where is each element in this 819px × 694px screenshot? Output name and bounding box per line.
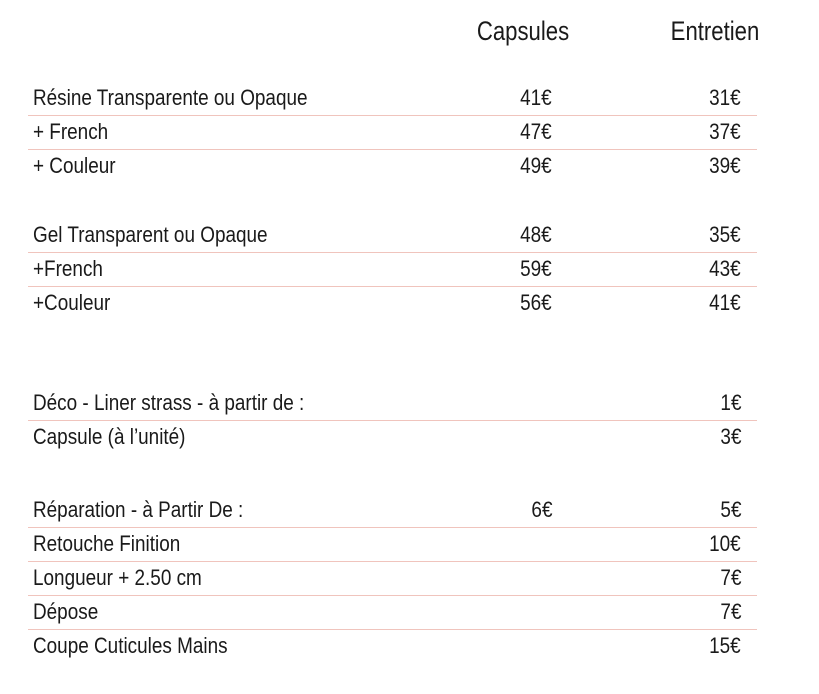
entretien-price: 7€: [719, 599, 741, 624]
row-separator: [28, 252, 757, 253]
row-label: Gel Transparent ou Opaque: [33, 222, 268, 247]
entretien-price: 5€: [719, 497, 741, 522]
column-header: Entretien: [670, 16, 760, 46]
row-label: +Couleur: [33, 290, 111, 315]
entretien-price: 39€: [709, 153, 741, 178]
entretien-price: 37€: [709, 119, 741, 144]
capsules-price: 6€: [530, 497, 552, 522]
row-separator: [28, 420, 757, 421]
row-separator: [28, 629, 757, 630]
row-separator: [28, 286, 757, 287]
capsules-price: 59€: [520, 256, 552, 281]
row-label: Longueur + 2.50 cm: [33, 565, 202, 590]
column-header: Capsules: [476, 16, 570, 46]
row-label: +French: [33, 256, 103, 281]
capsules-price: 48€: [520, 222, 552, 247]
entretien-price: 7€: [719, 565, 741, 590]
entretien-price: 15€: [709, 633, 741, 658]
entretien-price: 10€: [709, 531, 741, 556]
entretien-price: 3€: [719, 424, 741, 449]
row-separator: [28, 527, 757, 528]
row-label: Dépose: [33, 599, 99, 624]
entretien-price: 1€: [719, 390, 741, 415]
entretien-price: 31€: [709, 85, 741, 110]
capsules-price: 41€: [520, 85, 552, 110]
capsules-price: 49€: [520, 153, 552, 178]
entretien-price: 35€: [709, 222, 741, 247]
entretien-price: 41€: [709, 290, 741, 315]
row-separator: [28, 561, 757, 562]
row-label: Retouche Finition: [33, 531, 181, 556]
row-label: Résine Transparente ou Opaque: [33, 85, 308, 110]
row-label: Déco - Liner strass - à partir de :: [33, 390, 305, 415]
entretien-price: 43€: [709, 256, 741, 281]
row-separator: [28, 595, 757, 596]
capsules-price: 47€: [520, 119, 552, 144]
row-label: Réparation - à Partir De :: [33, 497, 244, 522]
row-label: + Couleur: [33, 153, 116, 178]
row-label: + French: [33, 119, 109, 144]
row-separator: [28, 115, 757, 116]
row-label: Capsule (à l’unité): [33, 424, 186, 449]
row-label: Coupe Cuticules Mains: [33, 633, 228, 658]
row-separator: [28, 149, 757, 150]
capsules-price: 56€: [520, 290, 552, 315]
